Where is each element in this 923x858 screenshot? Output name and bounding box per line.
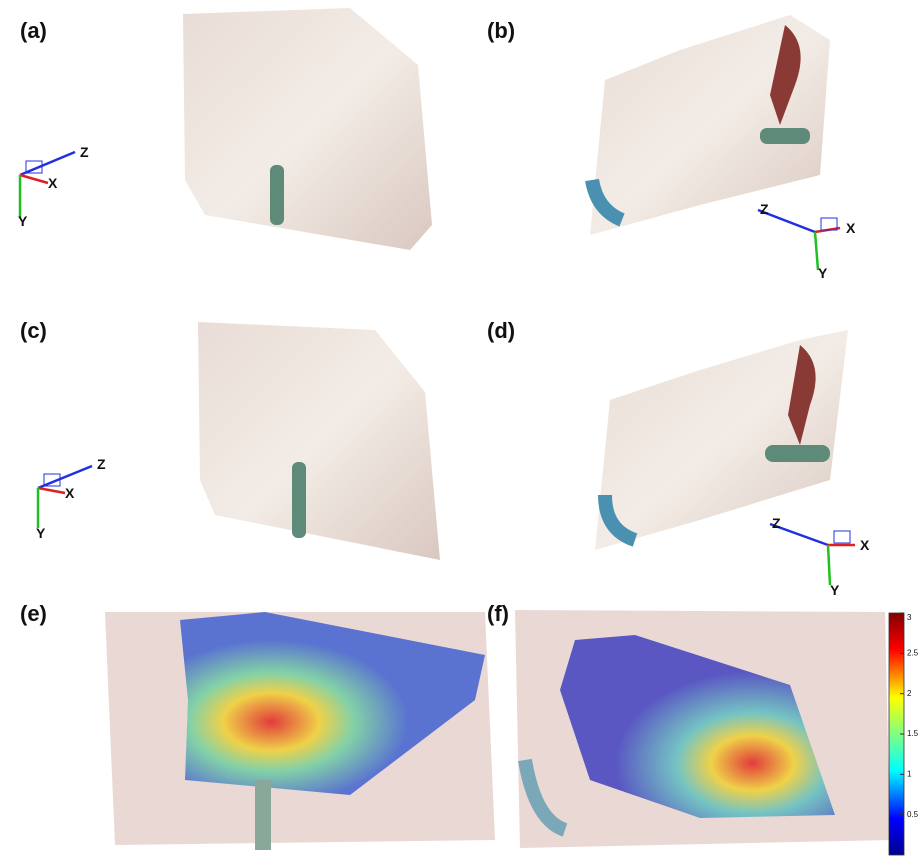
panel-label: (e): [20, 601, 47, 626]
panel-label: (a): [20, 18, 47, 43]
camera-icon: [834, 531, 850, 543]
panel-label: (c): [20, 318, 47, 343]
axis-label: Y: [18, 213, 28, 229]
axis-label: Y: [36, 525, 46, 541]
axis-label: X: [65, 485, 75, 501]
colorbar-tick-label: 3: [907, 613, 912, 622]
colorbar-tick-label: 2: [907, 689, 912, 698]
colorbar: 0.5 1 1.5 2 2.5 3: [889, 613, 919, 855]
x-axis: [38, 488, 65, 493]
axis-label: Y: [830, 582, 840, 598]
figure: (a) (b) (c) (d) (e) (f) Z X Y Z X Y Z X Y Z X Y 0.5…: [0, 0, 923, 858]
tissue-images: [105, 8, 890, 850]
panel-label: (f): [487, 601, 509, 626]
panel-label: (d): [487, 318, 515, 343]
axis-label: X: [48, 175, 58, 191]
colorbar-tick-label: 2.5: [907, 648, 919, 657]
axis-label: X: [860, 537, 870, 553]
y-axis: [828, 545, 830, 585]
z-axis: [20, 152, 75, 175]
colorbar-tick-label: 0.5: [907, 810, 919, 819]
colorbar-tick-label: 1: [907, 769, 912, 778]
axis-label: Z: [80, 144, 89, 160]
x-axis: [20, 175, 48, 183]
axis-label: Z: [97, 456, 106, 472]
axis-label: Z: [772, 515, 781, 531]
panel-label: (b): [487, 18, 515, 43]
colorbar-tick-label: 1.5: [907, 729, 919, 738]
axis-label: Y: [818, 265, 828, 281]
axis-label: Z: [760, 201, 769, 217]
axis-label: X: [846, 220, 856, 236]
